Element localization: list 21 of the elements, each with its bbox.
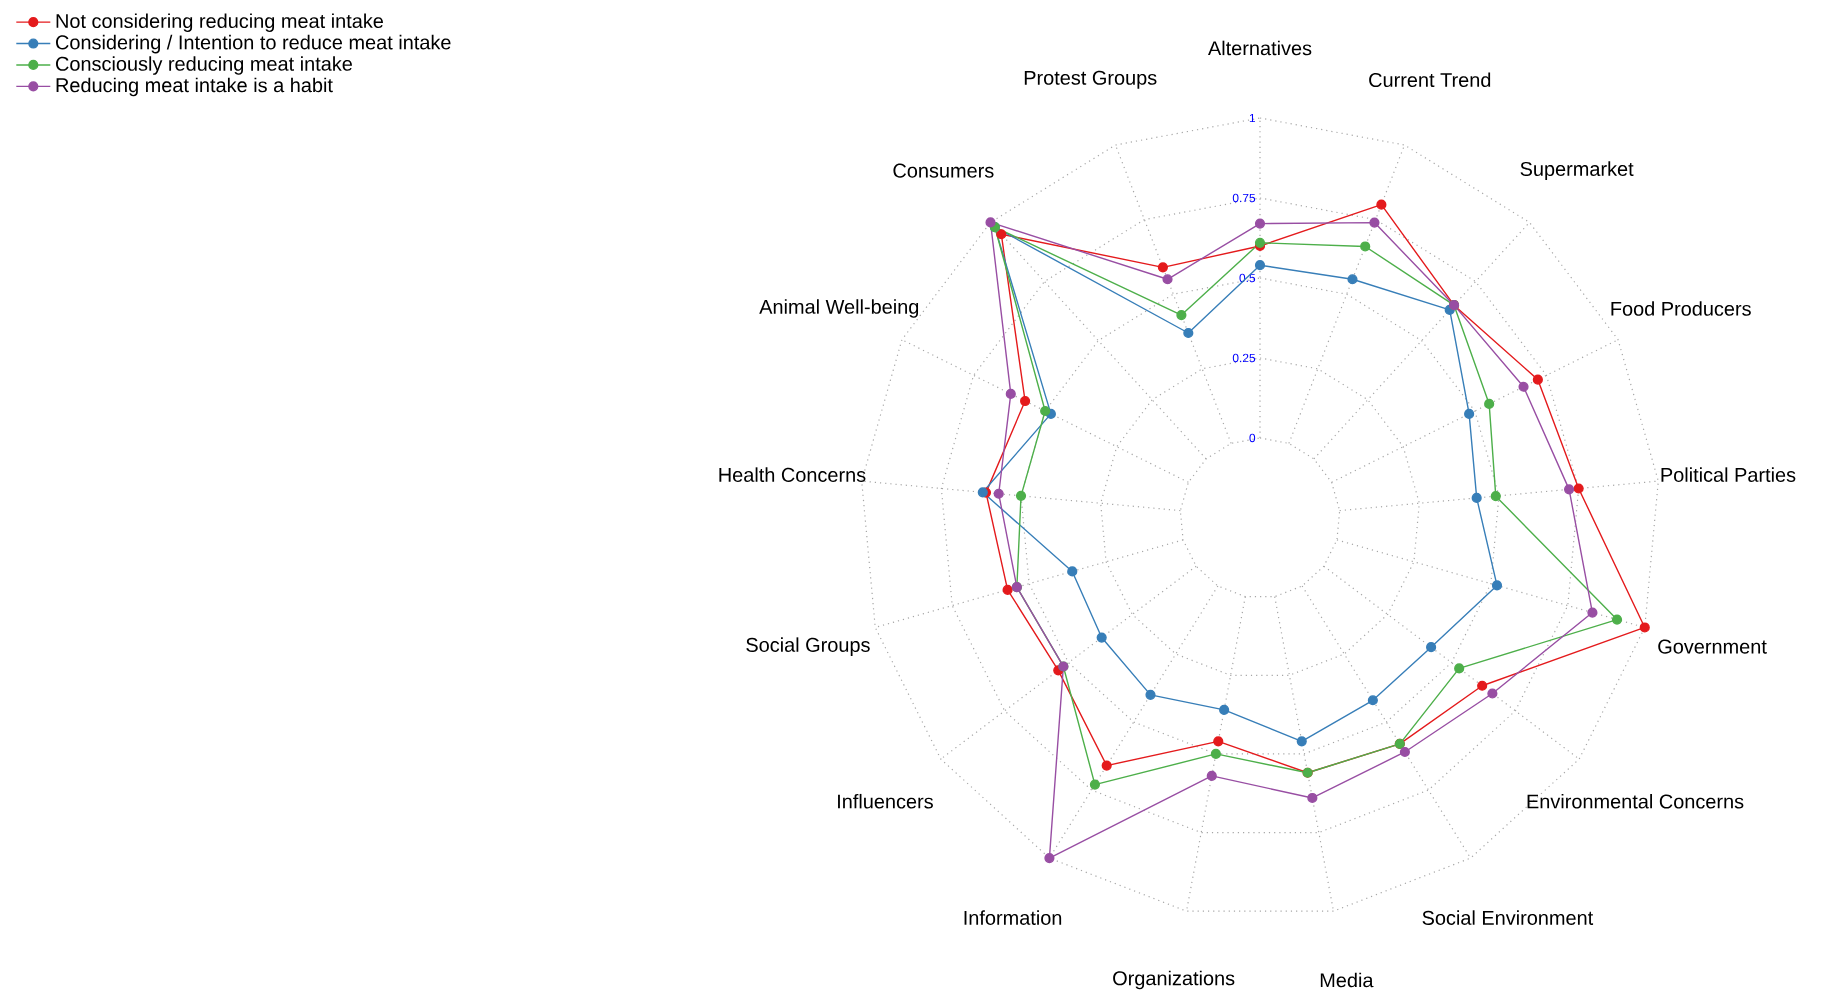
spoke-label: Government (1658, 639, 1767, 654)
spoke-label: Social Groups (746, 637, 870, 656)
spoke-label: Consumers (893, 163, 994, 178)
spoke-label: Supermarket (1520, 161, 1634, 180)
spoke-label: Organizations (1113, 970, 1235, 990)
spoke-label: Food Producers (1611, 301, 1751, 316)
legend-label: Consciously reducing meat intake (55, 56, 352, 75)
spoke-label: Political Parties (1661, 467, 1796, 482)
spoke-label: Social Environment (1422, 910, 1594, 925)
spoke-label: Animal Well-being (759, 299, 919, 318)
spoke-label: Influencers (838, 793, 933, 809)
spoke-label: Current Trend (1369, 72, 1491, 88)
spoke-label: Environmental Concerns (1527, 793, 1744, 809)
spoke-label: Media (1320, 972, 1374, 988)
spoke-label: Information (964, 910, 1062, 925)
legend-label: Not considering reducing meat intake (56, 13, 383, 32)
spoke-label: Health Concerns (719, 467, 866, 482)
spoke-label: Protest Groups (1024, 70, 1157, 89)
legend-label: Reducing meat intake is a habit (56, 77, 333, 97)
legend-label: Considering / Intention to reduce meat intake (55, 34, 451, 54)
spoke-label: Alternatives (1207, 40, 1312, 56)
